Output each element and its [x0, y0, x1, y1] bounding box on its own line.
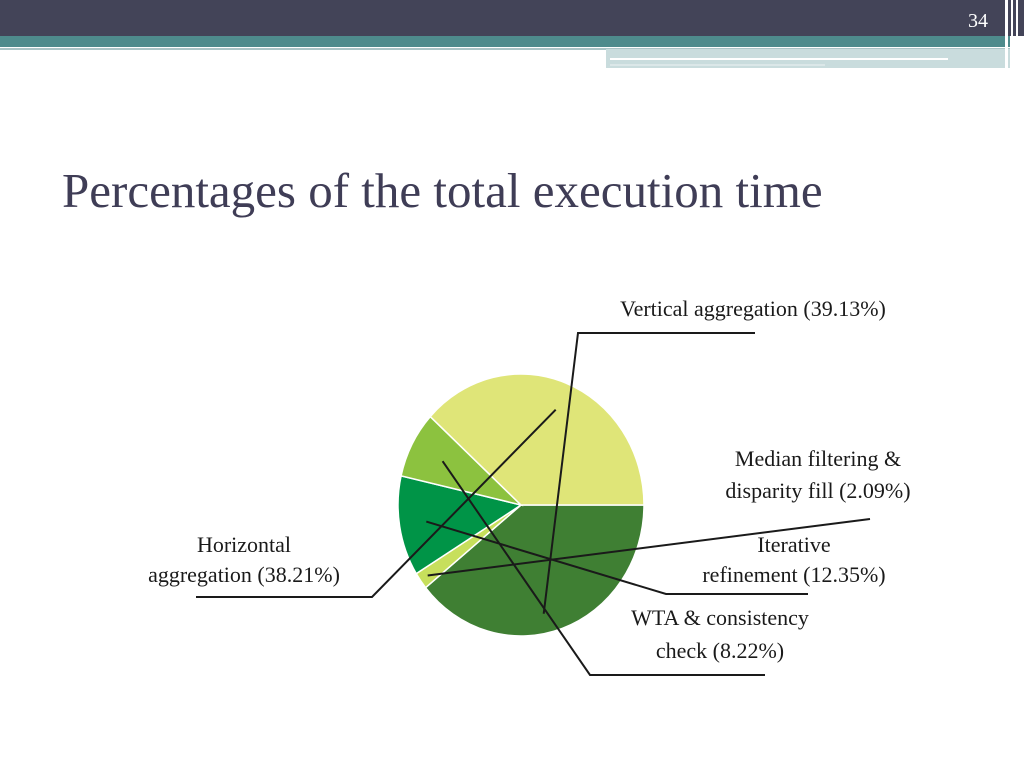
decorative-rule-inner-2 [610, 64, 825, 66]
decorative-rule [0, 48, 606, 50]
decorative-stripe [1011, 0, 1013, 68]
leader-line [426, 520, 808, 595]
page-number: 34 [968, 10, 988, 32]
decorative-stripe [1016, 0, 1018, 68]
pie-slice [429, 373, 645, 506]
decorative-rule-inner [610, 58, 948, 60]
slice-label: refinement (12.35%) [702, 562, 885, 587]
leader-lines [196, 332, 871, 676]
leader-line [196, 408, 557, 598]
slice-label: Vertical aggregation (39.13%) [620, 296, 886, 321]
pie-slices [397, 373, 645, 637]
leader-line [441, 460, 765, 676]
decorative-stripe [1005, 0, 1008, 68]
slice-label: WTA & consistency [631, 605, 809, 630]
slice-labels: Vertical aggregation (39.13%) Median filt… [148, 296, 910, 663]
slide-title: Percentages of the total execution time [62, 163, 823, 218]
slice-label: disparity fill (2.09%) [725, 478, 910, 503]
pie-slice [397, 474, 523, 575]
slice-label: check (8.22%) [656, 638, 784, 663]
teal-band [0, 36, 1010, 47]
leader-line [427, 518, 871, 577]
slice-label: Median filtering & [735, 446, 901, 471]
leader-line [542, 332, 755, 614]
pie-slice [424, 504, 645, 637]
slice-label: Horizontal [197, 532, 291, 557]
top-banner [0, 0, 1024, 36]
slice-label: Iterative [757, 532, 830, 557]
slice-label: aggregation (38.21%) [148, 562, 340, 587]
